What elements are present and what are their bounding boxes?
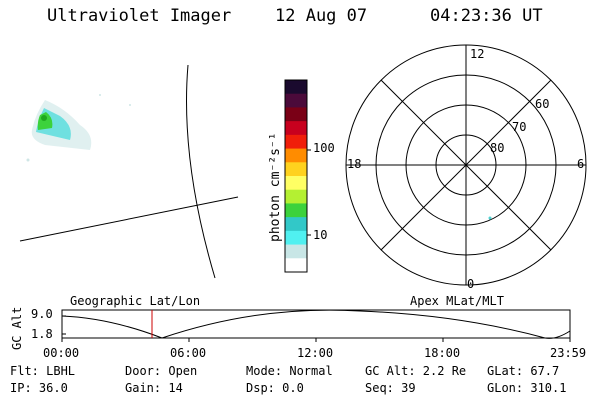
colorbar-band <box>285 93 307 108</box>
lat-label-70: 70 <box>512 120 527 134</box>
geo-meridian-line <box>186 64 216 279</box>
timeline-ymax-label: 9.0 <box>31 307 53 321</box>
colorbar-band <box>285 176 307 191</box>
time-tick-0000: 00:00 <box>43 346 80 360</box>
time-label: 04:23:36 UT <box>430 6 543 26</box>
mlt-label-6: 6 <box>577 157 585 171</box>
timeline-ymin-label: 1.8 <box>31 327 53 341</box>
colorbar-band <box>285 80 307 95</box>
colorbar-band <box>285 217 307 232</box>
colorbar-band <box>285 107 307 122</box>
filter-readout: Flt: LBHL <box>10 364 76 378</box>
colorbar-band <box>285 134 307 150</box>
mlt-label-12: 12 <box>470 47 485 61</box>
colorbar-band <box>285 148 307 163</box>
door-readout: Door: Open <box>125 364 198 378</box>
colorbar-band <box>285 203 307 218</box>
glat-readout: GLat: 67.7 <box>487 364 560 378</box>
mlt-label-18: 18 <box>347 157 362 171</box>
instrument-title: Ultraviolet Imager <box>47 6 232 26</box>
ip-readout: IP: 36.0 <box>10 381 68 395</box>
colorbar-band <box>285 258 307 273</box>
mlt-label-0: 0 <box>467 277 475 291</box>
colorbar-gradient <box>285 80 307 273</box>
seq-readout: Seq: 39 <box>365 381 416 395</box>
colorbar-label-10: 10 <box>313 228 328 242</box>
aurora-emission-blob <box>26 94 131 162</box>
time-tick-0600: 06:00 <box>170 346 207 360</box>
gc-alt-readout: GC Alt: 2.2 Re <box>365 364 467 378</box>
colorbar-band <box>285 162 307 177</box>
gain-readout: Gain: 14 <box>125 381 183 395</box>
lat-label-80: 80 <box>490 141 505 155</box>
colorbar-band <box>285 189 307 204</box>
timeline-frame <box>61 309 571 339</box>
geo-latitude-line <box>19 196 239 242</box>
colorbar-frame <box>284 79 308 273</box>
time-tick-2359: 23:59 <box>550 346 587 360</box>
colorbar-label-100: 100 <box>313 141 335 155</box>
polar-diagonal-2 <box>380 79 552 251</box>
time-tick-1200: 12:00 <box>297 346 334 360</box>
time-tick-1800: 18:00 <box>424 346 461 360</box>
colorbar-band <box>285 230 307 246</box>
mode-readout: Mode: Normal <box>246 364 333 378</box>
altitude-curve <box>61 309 571 339</box>
lat-label-60: 60 <box>535 97 550 111</box>
glon-readout: GLon: 310.1 <box>487 381 567 395</box>
colorbar-band <box>285 121 307 136</box>
timeline-y-axis-label: GC Alt <box>10 306 24 350</box>
colorbar-band <box>285 244 307 259</box>
date-label: 12 Aug 07 <box>275 6 368 26</box>
timeline-left-label: Geographic Lat/Lon <box>70 294 201 308</box>
polar-emission-speck <box>488 216 492 220</box>
timeline-right-label: Apex MLat/MLT <box>410 294 504 308</box>
dsp-readout: Dsp: 0.0 <box>246 381 304 395</box>
